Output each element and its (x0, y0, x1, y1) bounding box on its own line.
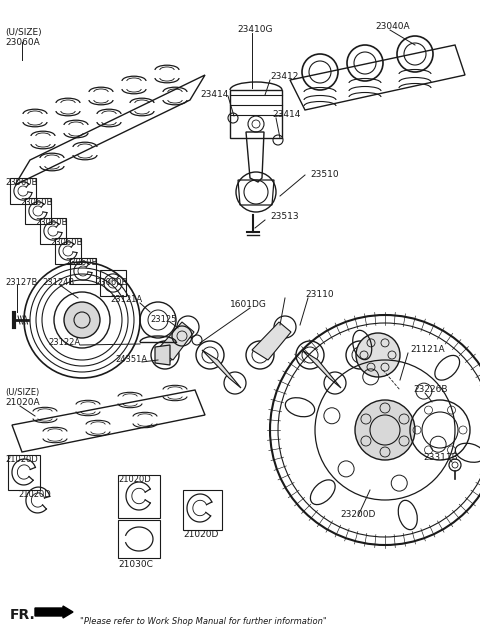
Text: 21020D: 21020D (5, 455, 38, 464)
Text: 24351A: 24351A (115, 355, 147, 364)
Text: 23127B: 23127B (5, 278, 37, 287)
Text: 21121A: 21121A (410, 345, 444, 354)
Text: 23110: 23110 (305, 290, 334, 299)
Text: 23060B: 23060B (20, 198, 52, 207)
Text: 23414: 23414 (200, 90, 228, 99)
Text: "Please refer to Work Shop Manual for further information": "Please refer to Work Shop Manual for fu… (80, 617, 327, 626)
Text: 23226B: 23226B (413, 385, 447, 394)
Text: 23414: 23414 (272, 110, 300, 119)
Text: 23040A: 23040A (375, 22, 409, 31)
Text: 21020A: 21020A (5, 398, 40, 407)
Polygon shape (302, 350, 341, 388)
Polygon shape (157, 322, 194, 360)
Text: 23513: 23513 (270, 212, 299, 221)
Text: 23060B: 23060B (95, 278, 127, 287)
Text: 23060B: 23060B (35, 218, 67, 227)
Text: 23412: 23412 (270, 72, 299, 81)
Text: 21020D: 21020D (118, 475, 151, 484)
Text: 23122A: 23122A (48, 338, 80, 347)
Text: 23311B: 23311B (423, 453, 458, 462)
Text: 23510: 23510 (310, 170, 338, 179)
Text: 23060B: 23060B (50, 238, 83, 247)
Circle shape (356, 333, 400, 377)
Text: 21020D: 21020D (183, 530, 218, 539)
Text: 1601DG: 1601DG (230, 300, 267, 309)
Text: 23121A: 23121A (110, 295, 142, 304)
Text: 21030C: 21030C (118, 560, 153, 569)
Polygon shape (252, 322, 291, 360)
Polygon shape (202, 350, 241, 388)
Text: 21020D: 21020D (18, 490, 51, 499)
Text: 23200D: 23200D (340, 510, 375, 519)
Text: 23060B: 23060B (65, 258, 97, 267)
Text: 23060A: 23060A (5, 38, 40, 47)
Text: 23125: 23125 (150, 315, 176, 324)
Circle shape (355, 400, 415, 460)
Text: 23124B: 23124B (42, 278, 74, 287)
Text: (U/SIZE): (U/SIZE) (5, 28, 42, 37)
FancyArrow shape (35, 606, 73, 618)
Polygon shape (155, 345, 170, 365)
Text: 23060B: 23060B (5, 178, 37, 187)
Text: FR.: FR. (10, 608, 36, 622)
Text: (U/SIZE): (U/SIZE) (5, 388, 39, 397)
Circle shape (64, 302, 100, 338)
Text: 23410G: 23410G (237, 25, 273, 34)
